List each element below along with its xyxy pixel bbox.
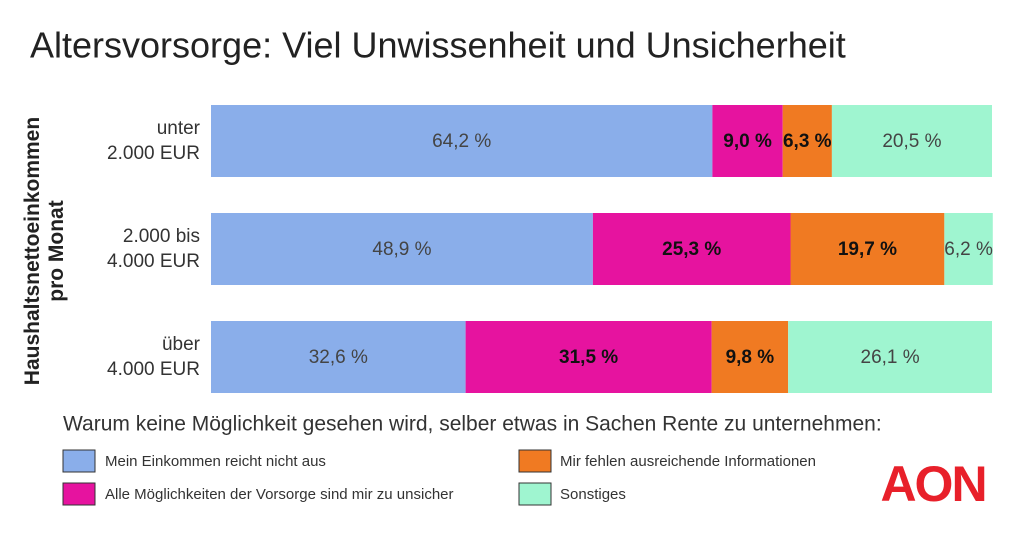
value-label: 19,7 % xyxy=(838,239,897,260)
bar-segment xyxy=(790,213,945,285)
legend-swatch xyxy=(62,482,96,506)
value-label: 25,3 % xyxy=(662,239,721,260)
bar-segment xyxy=(211,213,593,285)
value-label: 9,8 % xyxy=(726,347,775,368)
bar-segment xyxy=(944,213,993,285)
logo: AON xyxy=(880,456,985,512)
value-label: 31,5 % xyxy=(559,347,618,368)
category-label: über 4.000 EUR xyxy=(107,334,200,380)
value-label: 64,2 % xyxy=(432,131,491,152)
bar-segment xyxy=(782,105,832,177)
bar-segment xyxy=(711,321,789,393)
bar-segment xyxy=(211,321,466,393)
chart-title: Altersvorsorge: Viel Unwissenheit und Un… xyxy=(30,25,846,66)
value-label: 32,6 % xyxy=(309,347,368,368)
value-label: 9,0 % xyxy=(723,131,772,152)
value-label: 6,2 % xyxy=(944,239,993,260)
value-label: 26,1 % xyxy=(861,347,920,368)
bar-segment xyxy=(592,213,791,285)
legend-swatch xyxy=(518,482,552,506)
category-label: unter 2.000 EUR xyxy=(107,118,200,164)
legend-label: Sonstiges xyxy=(560,486,626,503)
bar-segment xyxy=(712,105,783,177)
value-label: 48,9 % xyxy=(372,239,431,260)
legend-label: Mein Einkommen reicht nicht aus xyxy=(105,453,326,470)
bar-segment xyxy=(831,105,992,177)
value-label: 20,5 % xyxy=(882,131,941,152)
bar-segment xyxy=(788,321,992,393)
bar-segment xyxy=(465,321,712,393)
legend-title: Warum keine Möglichkeit gesehen wird, se… xyxy=(63,413,882,436)
legend-label: Mir fehlen ausreichende Informationen xyxy=(560,453,816,470)
legend-swatch xyxy=(62,449,96,473)
legend-swatch xyxy=(518,449,552,473)
category-label: 2.000 bis 4.000 EUR xyxy=(107,226,200,272)
legend-label: Alle Möglichkeiten der Vorsorge sind mir… xyxy=(105,486,454,503)
value-label: 6,3 % xyxy=(783,131,832,152)
bar-segment xyxy=(211,105,713,177)
